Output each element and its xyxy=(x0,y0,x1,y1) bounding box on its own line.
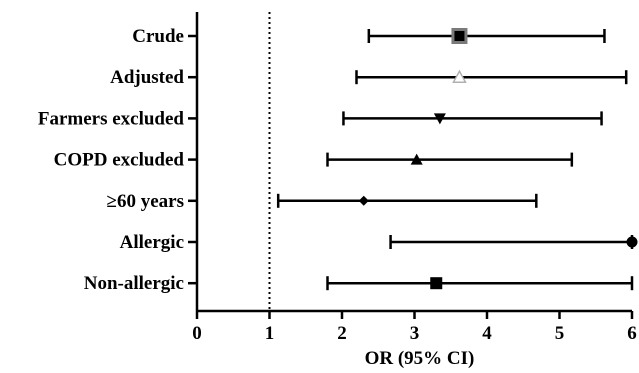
row-label: Non-allergic xyxy=(84,273,184,294)
x-tick-label: 6 xyxy=(627,323,637,344)
point-estimate xyxy=(358,195,369,206)
point-estimate xyxy=(433,113,446,125)
row-labels: Crude Adjusted Farmers excluded COPD exclud… xyxy=(38,26,197,294)
point-estimate xyxy=(410,153,423,165)
estimate-row xyxy=(326,276,634,291)
point-estimate xyxy=(626,236,638,248)
estimate-row xyxy=(326,152,574,167)
estimate-row xyxy=(367,28,606,44)
point-estimate xyxy=(430,277,443,290)
estimate-row xyxy=(355,69,628,85)
row-label: ≥60 years xyxy=(107,191,184,212)
row-label: Crude xyxy=(132,26,184,47)
point-estimate xyxy=(452,69,467,83)
row-label: Farmers excluded xyxy=(38,108,185,129)
estimate-row xyxy=(276,193,538,208)
x-tick-label: 1 xyxy=(265,323,275,344)
x-axis-title: OR (95% CI) xyxy=(365,348,475,369)
estimates xyxy=(276,28,638,291)
x-ticks: 0 1 2 3 4 5 6 xyxy=(192,311,637,344)
estimate-row xyxy=(342,111,603,126)
x-tick-label: 3 xyxy=(410,323,420,344)
x-tick-label: 5 xyxy=(555,323,565,344)
row-label: COPD excluded xyxy=(54,150,185,171)
row-label: Allergic xyxy=(120,232,184,253)
point-estimate-inner xyxy=(454,31,465,41)
estimate-row xyxy=(389,235,638,249)
x-tick-label: 2 xyxy=(337,323,347,344)
row-label: Adjusted xyxy=(110,67,184,88)
x-tick-label: 0 xyxy=(192,323,202,344)
x-tick-label: 4 xyxy=(482,323,492,344)
